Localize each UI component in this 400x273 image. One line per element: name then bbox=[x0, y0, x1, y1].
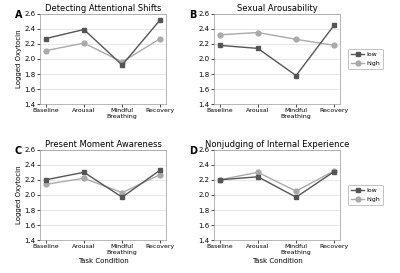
low bbox=[217, 178, 222, 182]
low bbox=[256, 175, 260, 179]
high bbox=[120, 191, 124, 194]
X-axis label: Task Condition: Task Condition bbox=[252, 258, 302, 264]
Line: high: high bbox=[217, 168, 337, 194]
low bbox=[43, 37, 48, 40]
low bbox=[120, 63, 124, 67]
Line: high: high bbox=[217, 30, 337, 48]
high bbox=[256, 171, 260, 174]
Line: high: high bbox=[43, 36, 163, 64]
low bbox=[294, 195, 298, 199]
high bbox=[120, 60, 124, 64]
Line: low: low bbox=[217, 169, 337, 200]
Title: Sexual Arousability: Sexual Arousability bbox=[236, 4, 317, 13]
Text: A: A bbox=[15, 10, 22, 20]
low bbox=[158, 168, 163, 172]
low bbox=[217, 44, 222, 47]
high bbox=[158, 37, 163, 40]
high bbox=[217, 33, 222, 36]
Line: high: high bbox=[43, 172, 163, 195]
high bbox=[158, 173, 163, 176]
Title: Nonjudging of Internal Experience: Nonjudging of Internal Experience bbox=[205, 140, 349, 149]
Legend: low, high: low, high bbox=[348, 49, 383, 69]
low bbox=[294, 74, 298, 77]
Line: low: low bbox=[43, 168, 163, 200]
high bbox=[256, 31, 260, 34]
low bbox=[82, 28, 86, 31]
high bbox=[43, 49, 48, 52]
Text: C: C bbox=[15, 146, 22, 156]
high bbox=[217, 178, 222, 182]
X-axis label: Task Condition: Task Condition bbox=[78, 258, 128, 264]
low bbox=[43, 178, 48, 182]
low bbox=[82, 171, 86, 174]
Text: B: B bbox=[189, 10, 196, 20]
low bbox=[256, 47, 260, 50]
Title: Present Moment Awareness: Present Moment Awareness bbox=[44, 140, 162, 149]
high bbox=[294, 189, 298, 193]
low bbox=[120, 195, 124, 199]
low bbox=[332, 23, 337, 27]
Line: low: low bbox=[43, 17, 163, 67]
Legend: low, high: low, high bbox=[348, 185, 383, 205]
high bbox=[332, 44, 337, 47]
low bbox=[332, 170, 337, 173]
Line: low: low bbox=[217, 23, 337, 78]
Y-axis label: Logged Oxytocin: Logged Oxytocin bbox=[16, 166, 22, 224]
high bbox=[82, 41, 86, 45]
high bbox=[82, 177, 86, 180]
Y-axis label: Logged Oxytocin: Logged Oxytocin bbox=[16, 30, 22, 88]
high bbox=[294, 38, 298, 41]
low bbox=[158, 18, 163, 21]
high bbox=[332, 169, 337, 172]
high bbox=[43, 183, 48, 186]
Text: D: D bbox=[189, 146, 197, 156]
Title: Detecting Attentional Shifts: Detecting Attentional Shifts bbox=[45, 4, 161, 13]
